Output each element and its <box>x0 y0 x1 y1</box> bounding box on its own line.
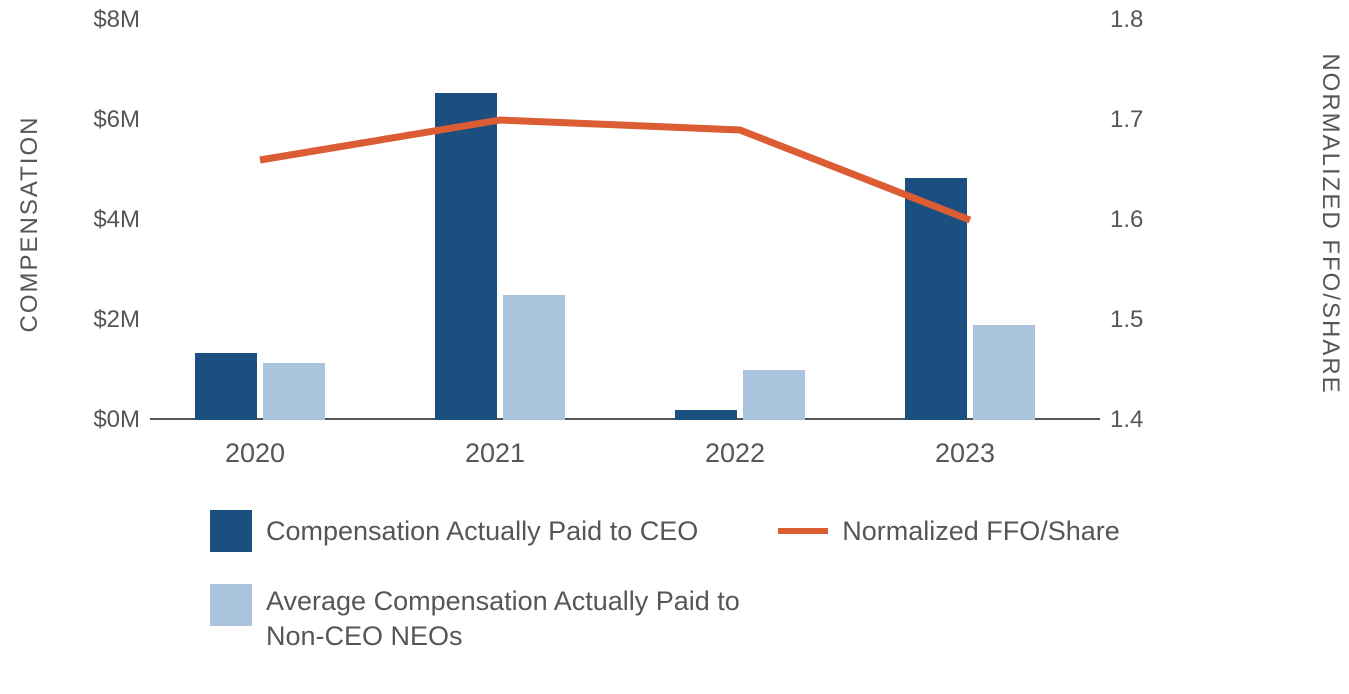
y-left-tick: $4M <box>93 206 140 234</box>
x-tick: 2021 <box>465 438 525 469</box>
bar-neo <box>973 325 1035 420</box>
bar-ceo <box>435 93 497 421</box>
legend-item-ceo: Compensation Actually Paid to CEO <box>210 510 698 552</box>
legend-item-neo: Average Compensation Actually Paid to No… <box>210 584 786 654</box>
bar-neo <box>263 363 325 421</box>
y-right-tick: 1.8 <box>1110 6 1143 34</box>
legend-label-ffo: Normalized FFO/Share <box>842 516 1120 547</box>
y-left-tick: $2M <box>93 306 140 334</box>
y-left-tick: $0M <box>93 406 140 434</box>
legend-swatch-ffo <box>778 528 828 534</box>
legend-label-ceo: Compensation Actually Paid to CEO <box>266 516 698 547</box>
bar-neo <box>743 370 805 420</box>
x-tick: 2022 <box>705 438 765 469</box>
x-tick: 2020 <box>225 438 285 469</box>
legend-item-ffo: Normalized FFO/Share <box>778 516 1120 547</box>
y-left-axis-title: COMPENSATION <box>16 114 44 334</box>
bar-ceo <box>675 410 737 420</box>
y-left-tick: $6M <box>93 106 140 134</box>
y-left-tick: $8M <box>93 6 140 34</box>
y-right-tick: 1.4 <box>1110 406 1143 434</box>
y-right-tick: 1.6 <box>1110 206 1143 234</box>
chart-legend: Compensation Actually Paid to CEO Normal… <box>210 510 1230 654</box>
plot-area <box>150 20 1100 420</box>
y-right-tick: 1.7 <box>1110 106 1143 134</box>
bar-ceo <box>195 353 257 421</box>
bar-neo <box>503 295 565 420</box>
bar-ceo <box>905 178 967 421</box>
y-right-tick: 1.5 <box>1110 306 1143 334</box>
x-tick: 2023 <box>935 438 995 469</box>
legend-label-neo: Average Compensation Actually Paid to No… <box>266 584 786 654</box>
legend-swatch-neo <box>210 584 252 626</box>
legend-swatch-ceo <box>210 510 252 552</box>
compensation-vs-ffo-chart: COMPENSATION NORMALIZED FFO/SHARE $0M $2M… <box>0 0 1349 694</box>
y-right-axis-title: NORMALIZED FFO/SHARE <box>1316 34 1344 414</box>
